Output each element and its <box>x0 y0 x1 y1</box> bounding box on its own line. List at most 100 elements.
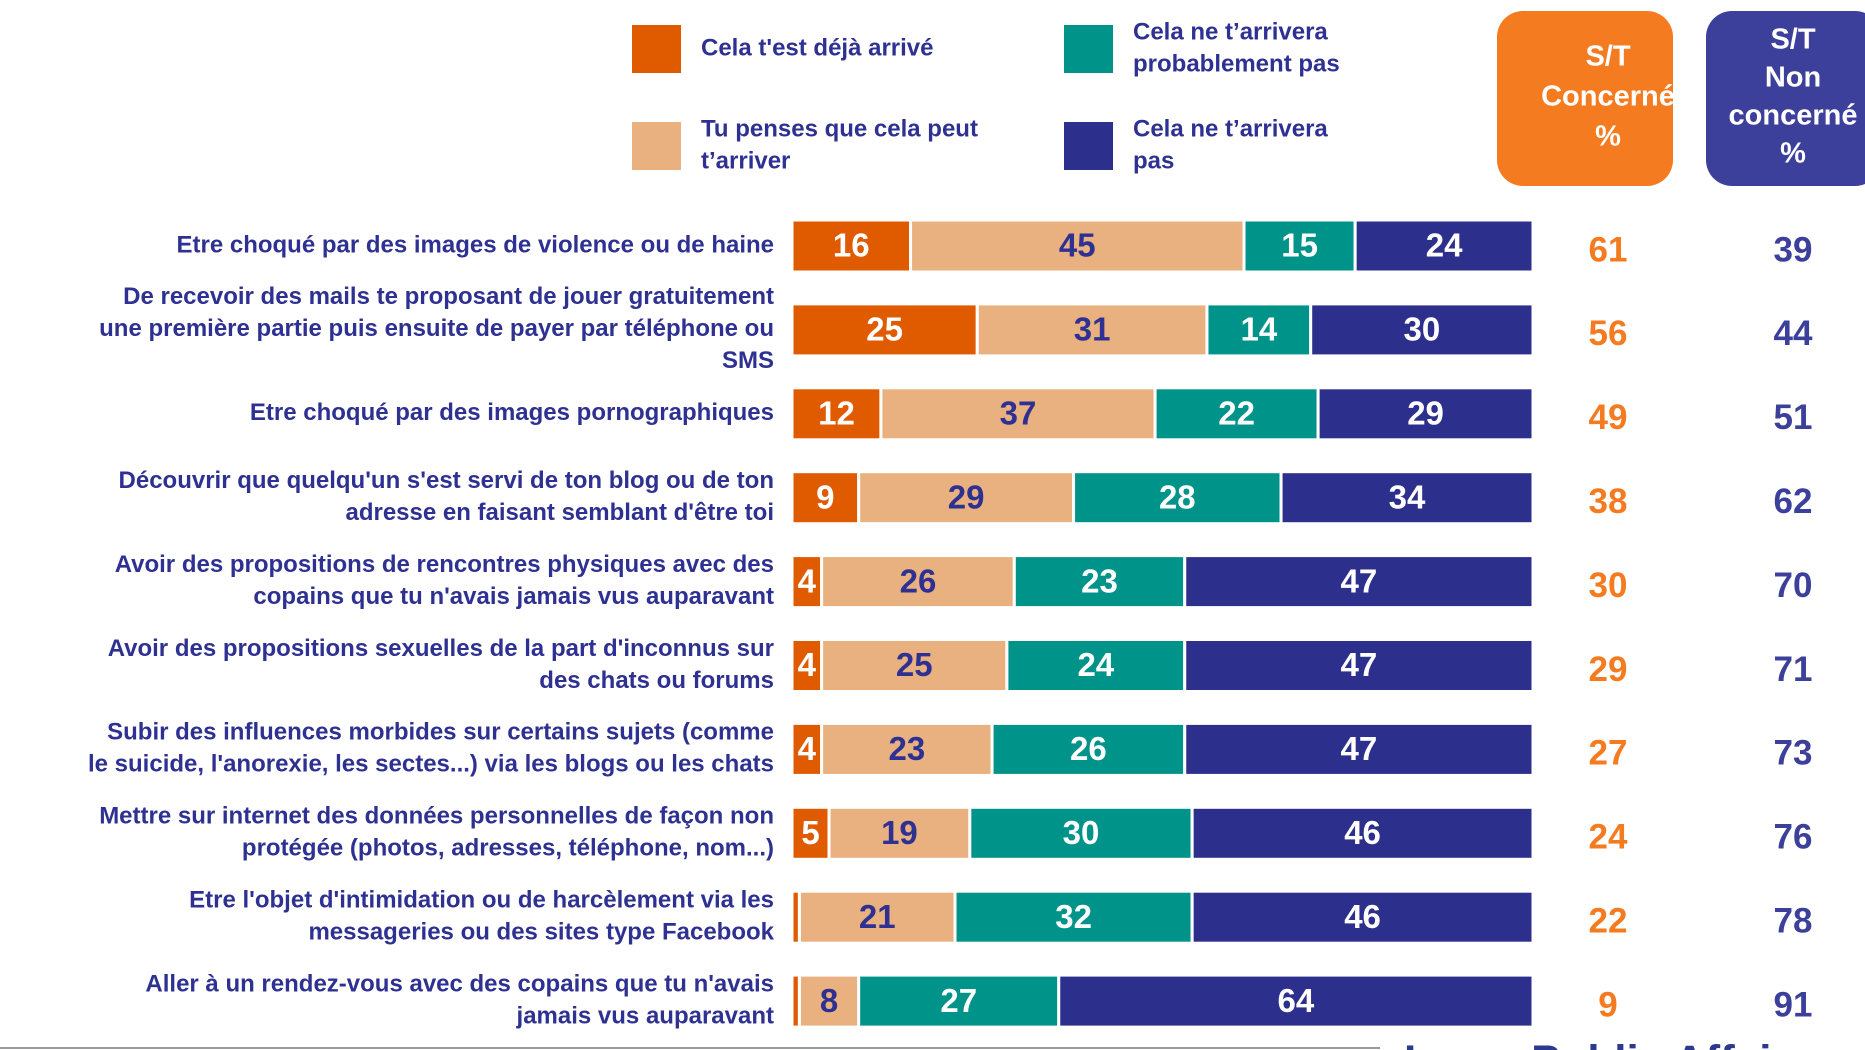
bar-segment <box>1205 302 1313 358</box>
bar-segment <box>820 721 994 777</box>
column-value: 61 <box>1589 230 1628 269</box>
bar-value-label: 45 <box>1059 227 1096 264</box>
column-value: 49 <box>1589 398 1628 437</box>
bar-value-label: 4 <box>798 646 817 683</box>
category-label: adresse en faisant semblant d'être toi <box>345 499 774 526</box>
category-label: Avoir des propositions de rencontres phy… <box>115 551 774 578</box>
column-value: 73 <box>1774 734 1813 773</box>
bar-segment <box>1190 805 1535 861</box>
column-header: Concerné <box>1541 81 1675 113</box>
bar-value-label: 31 <box>1074 311 1111 348</box>
column-value: 27 <box>1589 734 1628 773</box>
column-value: 91 <box>1774 985 1813 1024</box>
legend-label: probablement pas <box>1133 50 1340 77</box>
bar-value-label: 37 <box>1000 395 1037 432</box>
bar-segment <box>790 302 979 358</box>
bar-segment <box>797 973 861 1029</box>
column-value: 70 <box>1774 566 1813 605</box>
bar-segment <box>790 386 883 442</box>
legend-swatch <box>1064 25 1113 73</box>
bar-value-label: 34 <box>1389 478 1426 515</box>
legend-label: t’arriver <box>701 147 790 174</box>
bar-value-label: 19 <box>881 814 918 851</box>
bar-value-label: 21 <box>859 898 896 935</box>
bar-segment <box>1279 470 1535 526</box>
category-label: Aller à un rendez-vous avec des copains … <box>145 970 774 997</box>
bar-value-label: 27 <box>940 982 977 1019</box>
bar-value-label: 8 <box>820 982 838 1019</box>
category-label: Etre choqué par des images de violence o… <box>176 231 774 258</box>
bar-value-label: 46 <box>1344 814 1381 851</box>
bar-value-label: 47 <box>1341 562 1378 599</box>
bar-value-label: 29 <box>948 478 985 515</box>
column-value: 56 <box>1589 314 1628 353</box>
column-header: concerné <box>1729 100 1858 132</box>
bar-segment <box>1309 302 1535 358</box>
bar-value-label: 4 <box>798 730 817 767</box>
legend-label: Tu penses que cela peut <box>701 115 978 142</box>
column-value: 30 <box>1589 566 1628 605</box>
legend-swatch <box>632 25 681 73</box>
bar-value-label: 32 <box>1055 898 1092 935</box>
bar-value-label: 12 <box>818 395 855 432</box>
category-label: Avoir des propositions sexuelles de la p… <box>108 635 774 662</box>
column-value: 38 <box>1589 482 1628 521</box>
bar-segment <box>857 973 1061 1029</box>
column-header-box <box>1497 11 1673 186</box>
category-label: le suicide, l'anorexie, les sectes...) v… <box>88 751 774 778</box>
category-label: Etre l'objet d'intimidation ou de harcèl… <box>189 887 774 914</box>
bar-value-label: 28 <box>1159 478 1196 515</box>
bar-segment <box>1183 638 1535 693</box>
column-header: % <box>1780 138 1806 170</box>
bar-value-label: 4 <box>798 562 817 599</box>
bar-value-label: 26 <box>1070 730 1107 767</box>
bar-segment <box>1183 554 1535 610</box>
bar-value-label: 30 <box>1403 311 1440 348</box>
bar-segment <box>909 218 1246 274</box>
column-value: 22 <box>1589 901 1628 940</box>
column-value: 78 <box>1774 901 1813 940</box>
bar-value-label: 47 <box>1341 730 1378 767</box>
category-label: De recevoir des mails te proposant de jo… <box>123 283 774 310</box>
bar-value-label: 64 <box>1278 982 1315 1019</box>
column-header: Non <box>1765 62 1821 94</box>
footer: Ipsos Public Affairs <box>1404 1037 1813 1050</box>
bar-segment <box>1190 889 1535 945</box>
bar-value-label: 22 <box>1218 395 1255 432</box>
bar-value-label: 14 <box>1240 311 1277 348</box>
category-label: Mettre sur internet des données personne… <box>99 803 774 830</box>
bar-value-label: 29 <box>1407 395 1444 432</box>
bar-segment <box>820 638 1009 693</box>
column-value: 76 <box>1774 818 1813 857</box>
category-label: protégée (photos, adresses, téléphone, n… <box>242 835 774 862</box>
category-label: jamais vus auparavant <box>516 1002 774 1029</box>
bar-value-label: 25 <box>896 646 933 683</box>
bar-value-label: 23 <box>1081 562 1118 599</box>
bar-value-label: 15 <box>1281 227 1318 264</box>
bar-segment <box>1012 554 1187 610</box>
column-value: 44 <box>1774 314 1813 353</box>
legend-label: Cela t'est déjà arrivé <box>701 34 934 61</box>
column-value: 24 <box>1589 818 1628 857</box>
bar-value-label: 46 <box>1344 898 1381 935</box>
bar-segment <box>975 302 1209 358</box>
legend-label: Cela ne t’arrivera <box>1133 115 1328 142</box>
bar-segment <box>1153 386 1320 442</box>
column-header-box <box>1706 11 1865 186</box>
category-label: messageries ou des sites type Facebook <box>308 919 774 946</box>
category-label: des chats ou forums <box>539 667 774 694</box>
bar-value-label: 5 <box>801 814 819 851</box>
legend-swatch <box>1064 122 1113 170</box>
category-label: une première partie puis ensuite de paye… <box>99 315 774 342</box>
bar-segment <box>790 218 913 274</box>
category-label: copains que tu n'avais jamais vus aupara… <box>253 583 774 610</box>
legend-label: Cela ne t’arrivera <box>1133 18 1328 45</box>
category-label: SMS <box>722 347 774 374</box>
bar-value-label: 26 <box>900 562 937 599</box>
bar-value-label: 16 <box>833 227 870 264</box>
column-value: 71 <box>1774 650 1813 689</box>
category-label: Etre choqué par des images pornographiqu… <box>250 399 774 426</box>
bar-segment <box>1183 721 1535 777</box>
column-header: % <box>1595 121 1621 153</box>
column-value: 51 <box>1774 398 1813 437</box>
